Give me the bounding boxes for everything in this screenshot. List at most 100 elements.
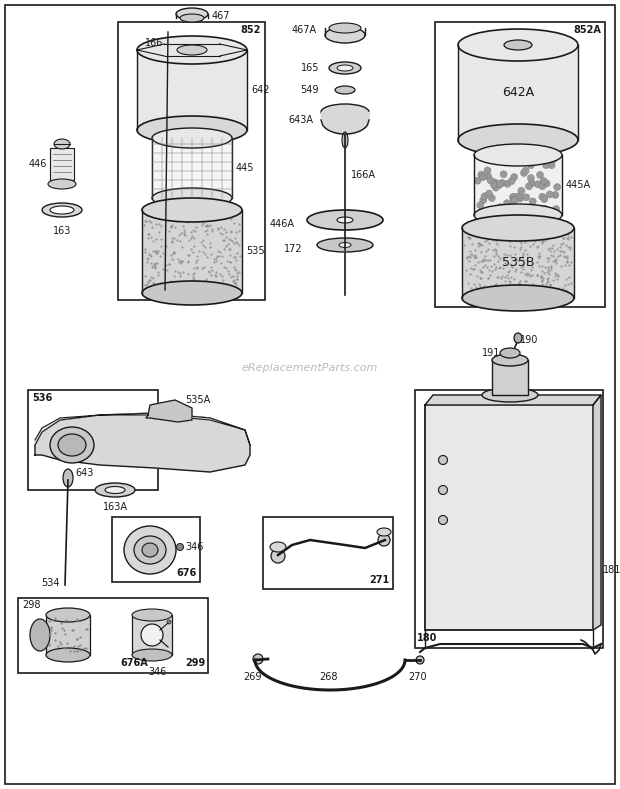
- Bar: [137, 50, 247, 130]
- Text: 346: 346: [148, 667, 166, 677]
- Polygon shape: [35, 413, 250, 445]
- Circle shape: [548, 162, 555, 169]
- Ellipse shape: [132, 609, 172, 621]
- Bar: [474, 155, 562, 215]
- Circle shape: [479, 174, 486, 181]
- Circle shape: [510, 196, 517, 204]
- Circle shape: [515, 159, 521, 166]
- Polygon shape: [146, 400, 192, 422]
- Text: eReplacementParts.com: eReplacementParts.com: [242, 363, 378, 373]
- Ellipse shape: [48, 179, 76, 189]
- Polygon shape: [593, 395, 601, 630]
- Text: 163: 163: [53, 226, 71, 236]
- Text: 181: 181: [603, 565, 620, 575]
- Circle shape: [438, 485, 448, 495]
- Circle shape: [500, 170, 507, 178]
- Text: 269: 269: [243, 672, 261, 682]
- Circle shape: [478, 171, 485, 178]
- Text: 534: 534: [42, 578, 60, 588]
- Circle shape: [540, 178, 547, 185]
- Ellipse shape: [46, 648, 90, 662]
- Ellipse shape: [63, 469, 73, 487]
- Circle shape: [552, 192, 559, 198]
- Text: 268: 268: [319, 672, 337, 682]
- Circle shape: [141, 624, 163, 646]
- Bar: [50, 148, 74, 180]
- Circle shape: [438, 515, 448, 525]
- Text: 643A: 643A: [288, 115, 313, 125]
- Text: 643: 643: [75, 468, 94, 478]
- Circle shape: [518, 187, 525, 194]
- Circle shape: [522, 167, 529, 174]
- Ellipse shape: [474, 204, 562, 226]
- Ellipse shape: [462, 215, 574, 241]
- Bar: [458, 45, 578, 140]
- Circle shape: [541, 205, 549, 212]
- Ellipse shape: [54, 139, 70, 149]
- Text: 467A: 467A: [292, 25, 317, 35]
- Ellipse shape: [337, 65, 353, 71]
- Circle shape: [552, 205, 560, 212]
- Circle shape: [485, 190, 492, 197]
- Circle shape: [496, 180, 503, 187]
- Text: 852: 852: [241, 25, 261, 35]
- Ellipse shape: [335, 86, 355, 94]
- Ellipse shape: [42, 203, 82, 217]
- Circle shape: [529, 198, 536, 205]
- Circle shape: [523, 194, 529, 201]
- Circle shape: [554, 184, 560, 191]
- Text: 172: 172: [285, 244, 303, 254]
- Text: 852A: 852A: [573, 25, 601, 35]
- Ellipse shape: [58, 434, 86, 456]
- Circle shape: [503, 200, 510, 207]
- Text: 166: 166: [144, 38, 163, 48]
- Circle shape: [539, 205, 546, 212]
- Circle shape: [510, 193, 516, 200]
- Circle shape: [477, 202, 484, 209]
- Ellipse shape: [492, 354, 528, 366]
- Circle shape: [438, 455, 448, 465]
- Circle shape: [528, 162, 534, 169]
- Text: 271: 271: [370, 575, 390, 585]
- Circle shape: [271, 549, 285, 563]
- Text: 346: 346: [185, 542, 203, 552]
- Text: 676A: 676A: [120, 658, 148, 668]
- Text: 298: 298: [22, 600, 40, 610]
- Ellipse shape: [95, 483, 135, 497]
- Ellipse shape: [307, 210, 383, 230]
- Polygon shape: [425, 395, 601, 405]
- Ellipse shape: [458, 29, 578, 61]
- Circle shape: [520, 170, 528, 177]
- Bar: [425, 405, 593, 630]
- Ellipse shape: [329, 62, 361, 74]
- Ellipse shape: [132, 649, 172, 661]
- Circle shape: [539, 193, 546, 200]
- Text: 299: 299: [185, 658, 205, 668]
- Circle shape: [516, 195, 523, 202]
- Text: 446A: 446A: [270, 219, 295, 229]
- Ellipse shape: [46, 608, 90, 622]
- Text: 270: 270: [409, 672, 427, 682]
- Bar: [462, 228, 574, 298]
- Ellipse shape: [30, 619, 50, 651]
- Circle shape: [541, 196, 548, 203]
- Ellipse shape: [474, 144, 562, 166]
- Text: 642: 642: [251, 85, 270, 95]
- Circle shape: [484, 167, 491, 174]
- Circle shape: [491, 179, 498, 186]
- Ellipse shape: [339, 242, 351, 248]
- Ellipse shape: [337, 217, 353, 223]
- Bar: [435, 22, 605, 307]
- Circle shape: [528, 174, 534, 181]
- Circle shape: [523, 206, 529, 213]
- Circle shape: [416, 656, 424, 664]
- Ellipse shape: [342, 132, 348, 148]
- Ellipse shape: [134, 536, 166, 564]
- Circle shape: [539, 183, 546, 189]
- Circle shape: [504, 180, 511, 187]
- Bar: [152, 138, 232, 198]
- Circle shape: [512, 196, 518, 204]
- Circle shape: [481, 193, 488, 200]
- Ellipse shape: [137, 116, 247, 144]
- Text: 446: 446: [29, 159, 47, 169]
